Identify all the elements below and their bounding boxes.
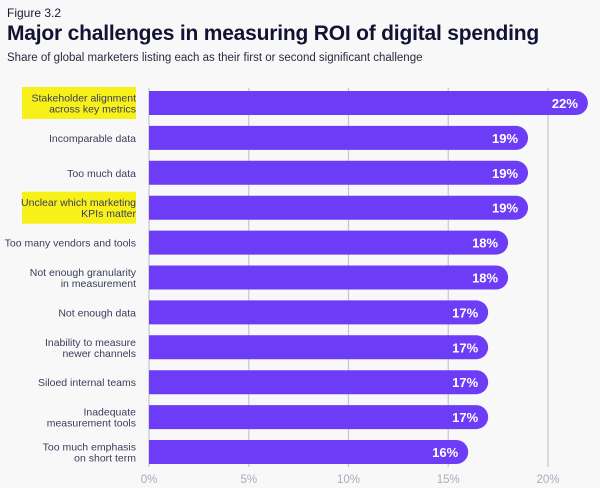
category-label: Siloed internal teams (38, 377, 136, 389)
data-label: 22% (552, 96, 578, 111)
category-label: measurement tools (47, 418, 136, 430)
data-label: 17% (452, 375, 478, 390)
category-label: in measurement (61, 278, 136, 290)
bar (149, 405, 489, 430)
data-label: 19% (492, 201, 518, 216)
data-label: 17% (452, 340, 478, 355)
category-label: newer channels (62, 348, 136, 360)
highlight-mark (22, 87, 136, 119)
data-label: 18% (472, 236, 498, 251)
data-label: 17% (452, 410, 478, 425)
bar (149, 160, 529, 185)
bar (149, 335, 489, 360)
data-label: 19% (492, 131, 518, 146)
category-label: KPIs matter (81, 208, 136, 220)
figure-label: Figure 3.2 (7, 6, 62, 20)
category-label: Not enough data (58, 307, 136, 319)
category-label: on short term (74, 453, 136, 465)
bar (149, 440, 469, 464)
category-label: Too much emphasis (43, 442, 136, 454)
bar (149, 300, 489, 325)
category-label: Inability to measure (45, 337, 136, 349)
x-tick-label: 15% (437, 474, 460, 486)
x-tick-label: 0% (141, 474, 158, 486)
bar (149, 91, 588, 115)
bar (149, 125, 529, 150)
category-label: Unclear which marketing (21, 197, 136, 209)
data-label: 16% (432, 445, 458, 460)
chart-subtitle: Share of global marketers listing each a… (7, 52, 423, 64)
highlight-mark (22, 191, 136, 224)
bar (149, 265, 509, 290)
data-label: 17% (452, 305, 478, 320)
data-label: 19% (492, 166, 518, 181)
x-tick-label: 5% (240, 474, 257, 486)
bar (149, 230, 509, 255)
category-label: Incomparable data (49, 133, 136, 145)
category-label: Too much data (67, 168, 136, 180)
x-tick-label: 10% (337, 474, 360, 486)
bar (149, 370, 489, 395)
bar (149, 195, 529, 220)
category-label: Not enough granularity (30, 267, 137, 279)
category-label: across key metrics (49, 104, 136, 116)
category-label: Too many vendors and tools (5, 238, 136, 250)
data-label: 18% (472, 271, 498, 286)
chart-title: Major challenges in measuring ROI of dig… (7, 22, 539, 45)
category-label: Stakeholder alignment (32, 93, 137, 105)
category-label: Inadequate (83, 407, 136, 419)
x-tick-label: 20% (536, 474, 559, 486)
